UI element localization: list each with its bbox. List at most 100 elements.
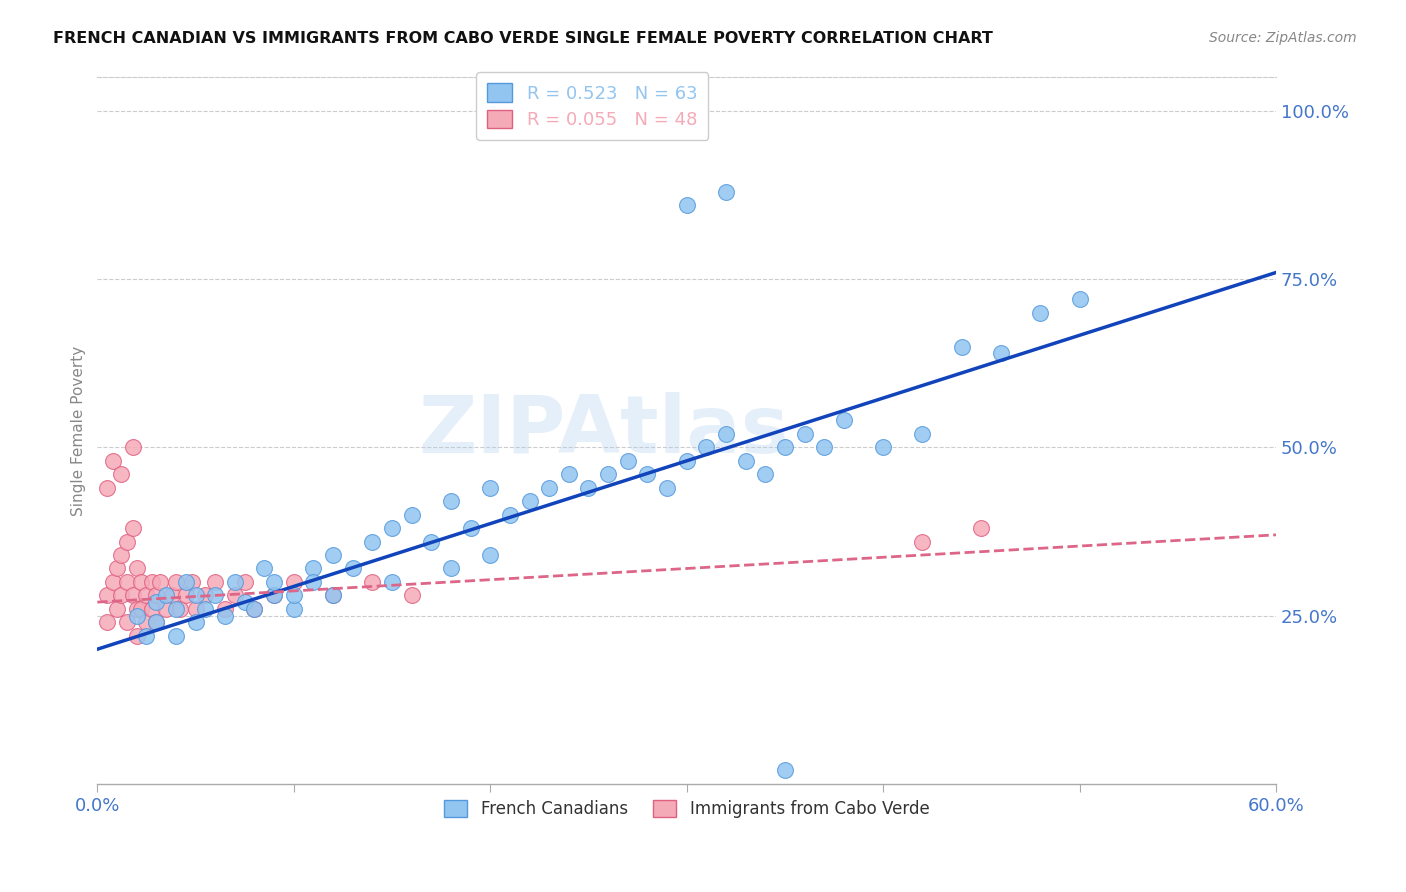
French Canadians: [636, 467, 658, 482]
Immigrants from Cabo Verde: [322, 588, 344, 602]
Immigrants from Cabo Verde: [169, 602, 191, 616]
French Canadians: [990, 346, 1012, 360]
French Canadians: [165, 602, 187, 616]
French Canadians: [832, 413, 855, 427]
French Canadians: [165, 629, 187, 643]
Immigrants from Cabo Verde: [125, 561, 148, 575]
French Canadians: [401, 508, 423, 522]
Immigrants from Cabo Verde: [214, 602, 236, 616]
French Canadians: [499, 508, 522, 522]
Immigrants from Cabo Verde: [135, 588, 157, 602]
French Canadians: [361, 534, 384, 549]
Immigrants from Cabo Verde: [110, 467, 132, 482]
French Canadians: [440, 494, 463, 508]
Immigrants from Cabo Verde: [160, 588, 183, 602]
French Canadians: [793, 426, 815, 441]
Immigrants from Cabo Verde: [96, 588, 118, 602]
French Canadians: [479, 548, 502, 562]
Immigrants from Cabo Verde: [361, 574, 384, 589]
French Canadians: [460, 521, 482, 535]
Text: FRENCH CANADIAN VS IMMIGRANTS FROM CABO VERDE SINGLE FEMALE POVERTY CORRELATION : FRENCH CANADIAN VS IMMIGRANTS FROM CABO …: [53, 31, 993, 46]
French Canadians: [204, 588, 226, 602]
French Canadians: [194, 602, 217, 616]
French Canadians: [145, 595, 167, 609]
French Canadians: [1069, 293, 1091, 307]
French Canadians: [440, 561, 463, 575]
Immigrants from Cabo Verde: [96, 481, 118, 495]
French Canadians: [381, 574, 404, 589]
Immigrants from Cabo Verde: [110, 588, 132, 602]
Immigrants from Cabo Verde: [263, 588, 285, 602]
Immigrants from Cabo Verde: [129, 602, 152, 616]
French Canadians: [538, 481, 561, 495]
French Canadians: [342, 561, 364, 575]
Immigrants from Cabo Verde: [970, 521, 993, 535]
French Canadians: [420, 534, 443, 549]
French Canadians: [813, 441, 835, 455]
French Canadians: [558, 467, 581, 482]
French Canadians: [714, 185, 737, 199]
French Canadians: [214, 608, 236, 623]
Immigrants from Cabo Verde: [121, 588, 143, 602]
French Canadians: [224, 574, 246, 589]
French Canadians: [773, 441, 796, 455]
Immigrants from Cabo Verde: [283, 574, 305, 589]
French Canadians: [184, 615, 207, 630]
French Canadians: [519, 494, 541, 508]
French Canadians: [734, 454, 756, 468]
Immigrants from Cabo Verde: [165, 574, 187, 589]
French Canadians: [174, 574, 197, 589]
Immigrants from Cabo Verde: [911, 534, 934, 549]
Immigrants from Cabo Verde: [121, 441, 143, 455]
Immigrants from Cabo Verde: [141, 574, 163, 589]
French Canadians: [135, 629, 157, 643]
French Canadians: [872, 441, 894, 455]
Immigrants from Cabo Verde: [204, 574, 226, 589]
French Canadians: [125, 608, 148, 623]
Text: Source: ZipAtlas.com: Source: ZipAtlas.com: [1209, 31, 1357, 45]
Immigrants from Cabo Verde: [115, 574, 138, 589]
Immigrants from Cabo Verde: [180, 574, 202, 589]
French Canadians: [1029, 306, 1052, 320]
French Canadians: [695, 441, 717, 455]
Immigrants from Cabo Verde: [115, 615, 138, 630]
French Canadians: [596, 467, 619, 482]
Immigrants from Cabo Verde: [101, 454, 124, 468]
Immigrants from Cabo Verde: [141, 602, 163, 616]
French Canadians: [302, 574, 325, 589]
French Canadians: [479, 481, 502, 495]
Immigrants from Cabo Verde: [145, 588, 167, 602]
Immigrants from Cabo Verde: [125, 602, 148, 616]
French Canadians: [283, 588, 305, 602]
Immigrants from Cabo Verde: [121, 521, 143, 535]
Immigrants from Cabo Verde: [233, 574, 256, 589]
Immigrants from Cabo Verde: [155, 602, 177, 616]
Immigrants from Cabo Verde: [96, 615, 118, 630]
French Canadians: [155, 588, 177, 602]
French Canadians: [616, 454, 638, 468]
Immigrants from Cabo Verde: [243, 602, 266, 616]
Immigrants from Cabo Verde: [145, 615, 167, 630]
French Canadians: [243, 602, 266, 616]
French Canadians: [233, 595, 256, 609]
French Canadians: [773, 764, 796, 778]
Y-axis label: Single Female Poverty: Single Female Poverty: [72, 345, 86, 516]
French Canadians: [263, 574, 285, 589]
French Canadians: [655, 481, 678, 495]
French Canadians: [714, 426, 737, 441]
Immigrants from Cabo Verde: [105, 561, 128, 575]
Immigrants from Cabo Verde: [174, 588, 197, 602]
French Canadians: [263, 588, 285, 602]
French Canadians: [675, 198, 697, 212]
French Canadians: [302, 561, 325, 575]
French Canadians: [381, 521, 404, 535]
Immigrants from Cabo Verde: [194, 588, 217, 602]
Immigrants from Cabo Verde: [125, 629, 148, 643]
French Canadians: [950, 339, 973, 353]
French Canadians: [911, 426, 934, 441]
French Canadians: [253, 561, 276, 575]
Immigrants from Cabo Verde: [105, 602, 128, 616]
French Canadians: [754, 467, 776, 482]
Immigrants from Cabo Verde: [129, 574, 152, 589]
Text: ZIPAtlas: ZIPAtlas: [419, 392, 790, 469]
